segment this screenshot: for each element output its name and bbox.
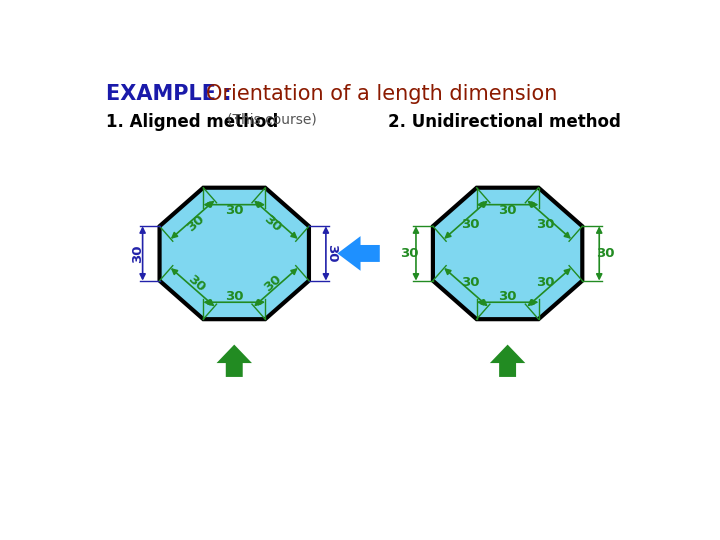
Text: 1. Aligned method: 1. Aligned method	[106, 112, 284, 131]
Text: (This course): (This course)	[227, 112, 316, 126]
Text: 30: 30	[225, 204, 243, 217]
Text: 30: 30	[461, 276, 480, 289]
FancyArrow shape	[338, 236, 379, 271]
FancyArrow shape	[490, 345, 526, 377]
Text: 30: 30	[400, 247, 419, 260]
Text: 30: 30	[225, 291, 243, 303]
Text: 30: 30	[536, 218, 554, 231]
Text: EXAMPLE :: EXAMPLE :	[106, 84, 238, 104]
Text: 2. Unidirectional method: 2. Unidirectional method	[388, 112, 621, 131]
Text: 30: 30	[185, 213, 207, 235]
Text: 30: 30	[498, 204, 517, 217]
Text: 30: 30	[325, 244, 338, 262]
Polygon shape	[160, 188, 309, 319]
Text: 30: 30	[185, 272, 207, 294]
Text: 30: 30	[261, 272, 284, 294]
Polygon shape	[433, 188, 582, 319]
Text: 30: 30	[461, 218, 480, 231]
FancyArrow shape	[217, 345, 252, 377]
Text: 30: 30	[536, 276, 554, 289]
Text: 30: 30	[498, 289, 517, 302]
Text: Orientation of a length dimension: Orientation of a length dimension	[206, 84, 557, 104]
Text: 30: 30	[261, 213, 284, 235]
Text: 30: 30	[131, 244, 144, 262]
Text: 30: 30	[596, 247, 615, 260]
